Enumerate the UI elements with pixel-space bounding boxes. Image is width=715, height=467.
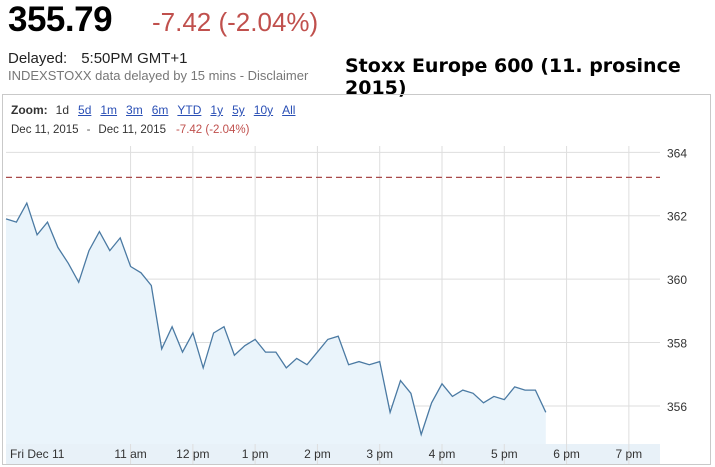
x-axis-band (6, 444, 660, 464)
range-change: -7.42 (-2.04%) (175, 124, 250, 136)
x-tick-label: 6 pm (553, 447, 580, 461)
zoom-option-1d[interactable]: 1d (55, 103, 70, 117)
delay-info: Delayed: 5:50PM GMT+1 (8, 50, 188, 67)
series-area (6, 203, 546, 444)
date-range: Dec 11, 2015- Dec 11, 2015 -7.42 (-2.04%) (11, 124, 249, 136)
chart-frame (2, 94, 711, 465)
y-tick-label: 362 (667, 210, 687, 224)
zoom-option-6m[interactable]: 6m (151, 103, 169, 117)
x-tick-label: 2 pm (304, 447, 331, 461)
current-price: 355.79 (8, 0, 113, 39)
range-to[interactable]: Dec 11, 2015 (98, 124, 166, 136)
zoom-option-5d[interactable]: 5d (78, 103, 92, 117)
x-tick-label: 4 pm (429, 447, 456, 461)
x-tick-label: Fri Dec 11 (10, 447, 65, 461)
zoom-option-3m[interactable]: 3m (126, 103, 143, 117)
y-tick-label: 364 (667, 146, 687, 160)
zoom-option-all[interactable]: All (282, 103, 296, 117)
zoom-option-1y[interactable]: 1y (210, 103, 224, 117)
y-tick-label: 360 (667, 273, 687, 287)
x-tick-label: 12 pm (176, 447, 209, 461)
range-from[interactable]: Dec 11, 2015 (11, 124, 79, 136)
zoom-option-ytd[interactable]: YTD (177, 103, 202, 117)
y-tick-label: 358 (667, 337, 687, 351)
price-change: -7.42 (-2.04%) (152, 7, 319, 37)
zoom-option-10y[interactable]: 10y (253, 103, 274, 117)
range-separator: - (86, 124, 91, 136)
x-tick-label: 7 pm (616, 447, 643, 461)
delay-notice[interactable]: INDEXSTOXX data delayed by 15 mins - Dis… (8, 68, 309, 83)
y-tick-label: 356 (667, 400, 687, 414)
x-tick-label: 11 am (114, 447, 146, 461)
delayed-label: Delayed: (8, 50, 68, 67)
zoom-label: Zoom: (11, 103, 48, 117)
x-tick-label: 5 pm (491, 447, 518, 461)
delayed-time: 5:50PM GMT+1 (81, 50, 188, 67)
x-tick-label: 3 pm (366, 447, 393, 461)
zoom-option-1m[interactable]: 1m (100, 103, 118, 117)
zoom-option-5y[interactable]: 5y (232, 103, 245, 117)
overlay-title: Stoxx Europe 600 (11. prosince 2015) (341, 55, 715, 99)
series-line (5, 201, 547, 437)
zoom-bar: Zoom: 1d 5d 1m 3m 6m YTD 1y 5y 10y All (11, 103, 304, 117)
x-tick-label: 1 pm (242, 447, 269, 461)
